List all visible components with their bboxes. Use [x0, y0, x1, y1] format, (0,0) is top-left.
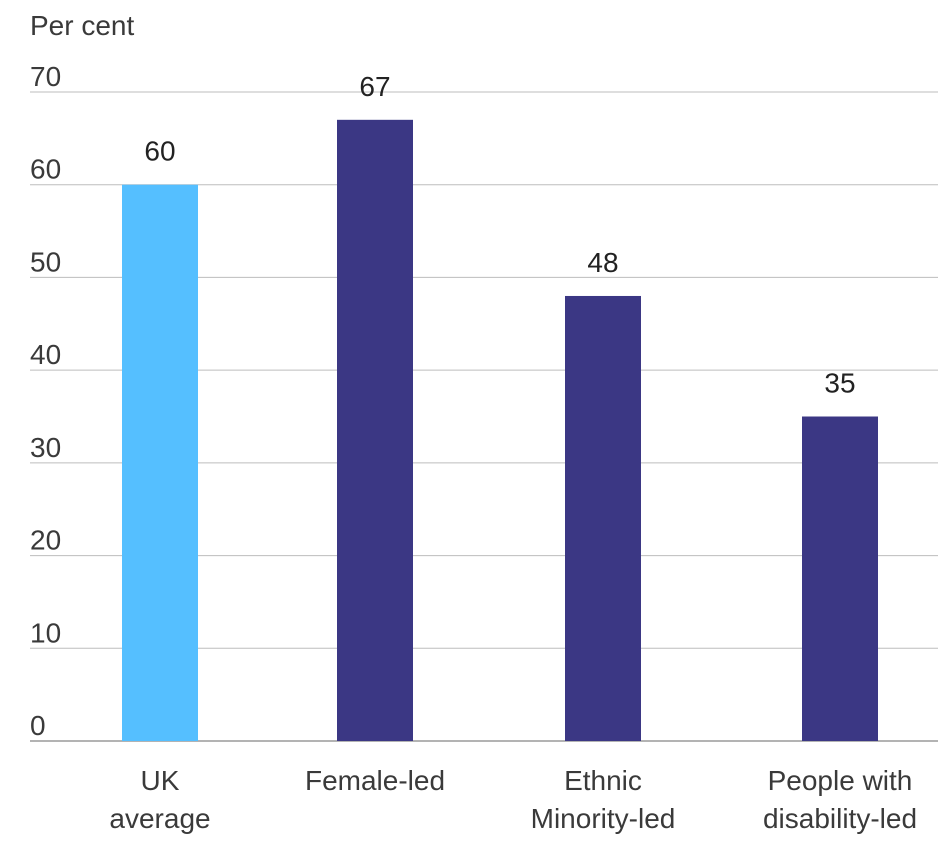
bar — [122, 184, 198, 741]
data-label: 35 — [824, 368, 855, 399]
y-tick-label: 70 — [30, 61, 61, 92]
x-tick-label: average — [109, 803, 210, 834]
y-tick-label: 10 — [30, 617, 61, 648]
x-tick-label: People with — [768, 765, 913, 796]
data-label: 67 — [359, 71, 390, 102]
x-tick-label: Ethnic — [564, 765, 642, 796]
x-tick-label: Female-led — [305, 765, 445, 796]
y-tick-label: 30 — [30, 432, 61, 463]
x-tick-label: UK — [141, 765, 180, 796]
bar — [802, 416, 878, 741]
x-tick-label: disability-led — [763, 803, 917, 834]
y-tick-label: 0 — [30, 710, 46, 741]
bar — [565, 295, 641, 741]
data-label: 60 — [144, 136, 175, 167]
x-tick-label: Minority-led — [531, 803, 676, 834]
y-tick-label: 20 — [30, 525, 61, 556]
y-tick-label: 50 — [30, 246, 61, 277]
y-axis-label: Per cent — [30, 10, 135, 41]
data-label: 48 — [587, 247, 618, 278]
bar — [337, 119, 413, 742]
y-tick-label: 60 — [30, 154, 61, 185]
y-tick-label: 40 — [30, 339, 61, 370]
